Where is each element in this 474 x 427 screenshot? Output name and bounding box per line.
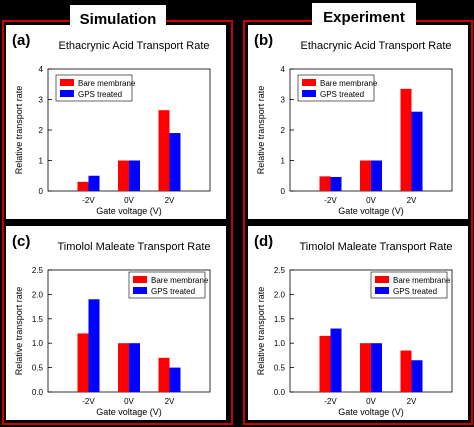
chart-a-x-tick-label: 0V: [124, 196, 134, 205]
chart-d-bar: [400, 350, 412, 392]
chart-c-y-tick-label: 1.0: [32, 339, 44, 348]
chart-c-x-tick-label: -2V: [82, 397, 95, 406]
chart-d-bar: [319, 335, 331, 392]
chart-d-legend-label: GPS treated: [393, 287, 437, 296]
chart-b-y-tick-label: 1: [281, 157, 286, 166]
chart-d-x-axis-label: Gate voltage (V): [338, 407, 404, 417]
chart-c-bar: [129, 343, 140, 392]
chart-d-y-tick-label: 0.5: [274, 364, 286, 373]
chart-a-y-tick-label: 2: [39, 126, 44, 135]
chart-a-legend-swatch: [60, 79, 74, 86]
chart-b-legend-swatch: [302, 79, 316, 86]
chart-b-svg: (b) Ethacrynic Acid Transport Rate 0 1 2 3 4 -2…: [254, 32, 453, 216]
chart-b-legend-swatch: [302, 90, 316, 97]
chart-b-y-tick-label: 4: [281, 65, 286, 74]
chart-a-bar: [169, 133, 181, 191]
chart-d-x-tick-label: 2V: [407, 397, 417, 406]
chart-c-x-tick-label: 2V: [165, 397, 175, 406]
chart-a-legend-label: GPS treated: [78, 90, 122, 99]
chart-d-y-axis-label: Relative transport rate: [256, 287, 266, 376]
chart-b-bar: [411, 111, 423, 191]
chart-a-bar: [77, 181, 89, 191]
chart-b-title: Ethacrynic Acid Transport Rate: [300, 40, 451, 52]
chart-b-y-tick-label: 0: [281, 187, 286, 196]
chart-c-bar: [77, 333, 89, 392]
chart-b-x-tick-label: 2V: [407, 196, 417, 205]
chart-c-bar: [88, 299, 100, 392]
chart-a-bar: [158, 110, 170, 191]
chart-b-bar: [319, 176, 331, 191]
chart-a-svg: (a) Ethacrynic Acid Transport Rate 0 1 2 3 4 -2…: [12, 32, 211, 216]
chart-c-y-tick-label: 0.0: [32, 388, 44, 397]
chart-d-bar: [360, 343, 371, 392]
chart-d-y-tick-label: 2.0: [274, 290, 286, 299]
chart-b-y-tick-label: 2: [281, 126, 286, 135]
chart-b-legend-label: Bare membrane: [320, 79, 378, 88]
chart-b-x-tick-label: -2V: [324, 196, 337, 205]
chart-d-bar: [371, 343, 382, 392]
chart-b-panel-label: (b): [254, 32, 273, 49]
chart-a-y-tick-label: 3: [39, 96, 44, 105]
chart-d-title: Timolol Maleate Transport Rate: [299, 241, 452, 253]
chart-c-svg: (c) Timolol Maleate Transport Rate 0.0 0.5 1…: [12, 233, 211, 417]
chart-c-x-axis-label: Gate voltage (V): [96, 407, 162, 417]
chart-b-y-axis-label: Relative transport rate: [256, 86, 266, 175]
chart-c-bar: [158, 357, 170, 392]
chart-d-legend-swatch: [375, 287, 389, 294]
chart-d-x-tick-label: 0V: [366, 397, 376, 406]
chart-a-y-tick-label: 4: [39, 65, 44, 74]
chart-c-bar: [118, 343, 129, 392]
chart-a-panel-label: (a): [12, 32, 30, 49]
chart-c-x-tick-label: 0V: [124, 397, 134, 406]
chart-b-y-tick-label: 3: [281, 96, 286, 105]
chart-d-y-tick-label: 1.5: [274, 315, 286, 324]
chart-a-x-axis-label: Gate voltage (V): [96, 206, 162, 216]
chart-b-bar: [371, 160, 382, 191]
chart-c-y-tick-label: 2.0: [32, 290, 44, 299]
chart-panel-a: (a) Ethacrynic Acid Transport Rate 0 1 2 3 4 -2…: [6, 25, 226, 219]
chart-c-legend-swatch: [133, 287, 147, 294]
chart-b-x-axis-label: Gate voltage (V): [338, 206, 404, 216]
chart-b-x-tick-label: 0V: [366, 196, 376, 205]
chart-c-y-axis-label: Relative transport rate: [14, 287, 24, 376]
chart-a-legend-label: Bare membrane: [78, 79, 136, 88]
chart-c-y-tick-label: 2.5: [32, 266, 44, 275]
chart-panel-c: (c) Timolol Maleate Transport Rate 0.0 0.5 1…: [6, 226, 226, 420]
chart-a-x-tick-label: 2V: [165, 196, 175, 205]
chart-d-legend-swatch: [375, 276, 389, 283]
chart-d-y-tick-label: 0.0: [274, 388, 286, 397]
chart-d-y-tick-label: 2.5: [274, 266, 286, 275]
chart-c-y-tick-label: 0.5: [32, 364, 44, 373]
chart-d-bar: [411, 360, 423, 392]
chart-d-bar: [330, 328, 342, 392]
chart-a-y-tick-label: 1: [39, 157, 44, 166]
chart-panel-d: (d) Timolol Maleate Transport Rate 0.0 0.5 1…: [248, 226, 468, 420]
chart-d-svg: (d) Timolol Maleate Transport Rate 0.0 0.5 1…: [254, 233, 453, 417]
chart-c-bar: [169, 367, 181, 392]
chart-b-bar: [360, 160, 371, 191]
chart-c-legend-label: Bare membrane: [151, 276, 209, 285]
chart-b-bar: [400, 88, 412, 191]
chart-c-legend-label: GPS treated: [151, 287, 195, 296]
chart-a-x-tick-label: -2V: [82, 196, 95, 205]
chart-d-panel-label: (d): [254, 233, 273, 250]
chart-d-x-tick-label: -2V: [324, 397, 337, 406]
chart-d-y-tick-label: 1.0: [274, 339, 286, 348]
chart-panel-b: (b) Ethacrynic Acid Transport Rate 0 1 2 3 4 -2…: [248, 25, 468, 219]
chart-c-legend-swatch: [133, 276, 147, 283]
chart-a-legend-swatch: [60, 90, 74, 97]
chart-c-panel-label: (c): [12, 233, 30, 250]
chart-d-legend-label: Bare membrane: [393, 276, 451, 285]
chart-a-bar: [88, 175, 100, 191]
chart-a-title: Ethacrynic Acid Transport Rate: [58, 40, 209, 52]
chart-b-bar: [330, 176, 342, 191]
chart-c-title: Timolol Maleate Transport Rate: [57, 241, 210, 253]
chart-b-legend-label: GPS treated: [320, 90, 364, 99]
chart-a-y-tick-label: 0: [39, 187, 44, 196]
chart-a-bar: [118, 160, 129, 191]
chart-a-bar: [129, 160, 140, 191]
chart-c-y-tick-label: 1.5: [32, 315, 44, 324]
chart-a-y-axis-label: Relative transport rate: [14, 86, 24, 175]
